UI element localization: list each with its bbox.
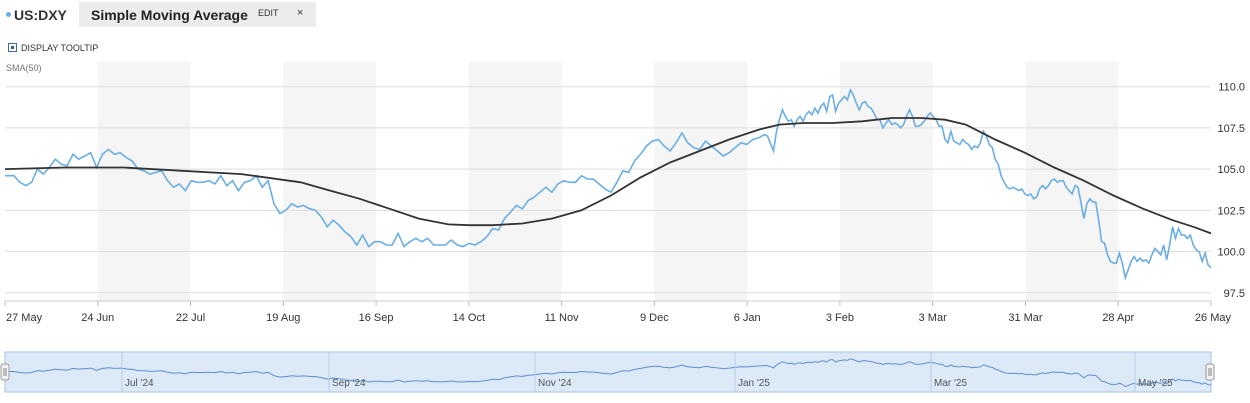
study-name: Simple Moving Average — [91, 7, 248, 23]
y-tick-label: 100.0 — [1217, 247, 1245, 259]
x-tick-label: 11 Nov — [545, 312, 580, 324]
x-tick-label: 14 Oct — [453, 312, 485, 324]
checkbox-icon[interactable] — [8, 43, 17, 52]
edit-study-button[interactable]: EDIT — [258, 8, 279, 18]
navigator-tick-label: May '25 — [1138, 378, 1173, 389]
x-tick-label: 19 Aug — [266, 312, 300, 324]
display-tooltip-toggle[interactable]: DISPLAY TOOLTIP — [8, 42, 98, 53]
x-tick-label: 31 Mar — [1008, 312, 1043, 324]
symbol-text: US:DXY — [14, 7, 67, 23]
y-tick-label: 110.0 — [1218, 82, 1245, 94]
series-dot-icon — [6, 11, 11, 17]
horizontal-gridlines — [5, 86, 1211, 294]
navigator-tick-label: Nov '24 — [538, 378, 572, 389]
navigator-right-handle[interactable] — [1205, 363, 1215, 381]
week-band — [97, 62, 191, 301]
navigator-window[interactable] — [4, 351, 1212, 393]
x-tick-label: 16 Sep — [359, 312, 394, 324]
week-band — [654, 62, 748, 301]
symbol-label: US:DXY — [6, 7, 67, 23]
x-tick-label: 28 Apr — [1102, 312, 1134, 324]
x-tick-label: 22 Jul — [176, 312, 205, 324]
sma-legend-label: SMA(50) — [6, 63, 42, 73]
x-tick-label: 3 Mar — [919, 312, 947, 324]
x-tick-label: 9 Dec — [640, 312, 669, 324]
study-tab[interactable]: Simple Moving Average EDIT × — [79, 2, 316, 27]
x-tick-label: 6 Jan — [734, 312, 761, 324]
price-series-line — [5, 88, 1212, 281]
navigator-tick-label: Jul '24 — [125, 378, 154, 389]
y-axis-ticks: 97.5 100.0 102.5 105.0 107.5 110.0 — [1217, 82, 1245, 300]
navigator-left-handle[interactable] — [0, 363, 10, 381]
navigator-tick-label: Jan '25 — [738, 378, 770, 389]
x-tick-label: 27 May — [6, 312, 43, 324]
navigator-series-line — [5, 358, 1212, 388]
week-band — [468, 62, 562, 301]
sma-series-line — [4, 117, 1212, 235]
y-tick-label: 97.5 — [1224, 288, 1245, 300]
x-axis-ticks: 27 May 24 Jun 22 Jul 19 Aug 16 Sep 14 Oct 11 N… — [4, 301, 1232, 324]
y-tick-label: 105.0 — [1217, 164, 1245, 176]
close-study-button[interactable]: × — [297, 7, 304, 19]
week-bands — [97, 62, 1119, 301]
week-band — [1025, 62, 1119, 301]
y-tick-label: 107.5 — [1217, 123, 1245, 135]
chart-header: US:DXY Simple Moving Average EDIT × — [0, 0, 1250, 28]
x-tick-label: 3 Feb — [826, 312, 854, 324]
display-tooltip-label: DISPLAY TOOLTIP — [21, 43, 99, 53]
x-tick-label: 24 Jun — [81, 312, 114, 324]
navigator-tick-label: Mar '25 — [934, 378, 967, 389]
y-tick-label: 102.5 — [1217, 205, 1245, 217]
navigator-tick-label: Sep '24 — [332, 378, 366, 389]
x-tick-label: 26 May — [1195, 312, 1232, 324]
navigator-ticks: Jul '24 Sep '24 Nov '24 Jan '25 Mar '25 May '… — [121, 352, 1173, 392]
